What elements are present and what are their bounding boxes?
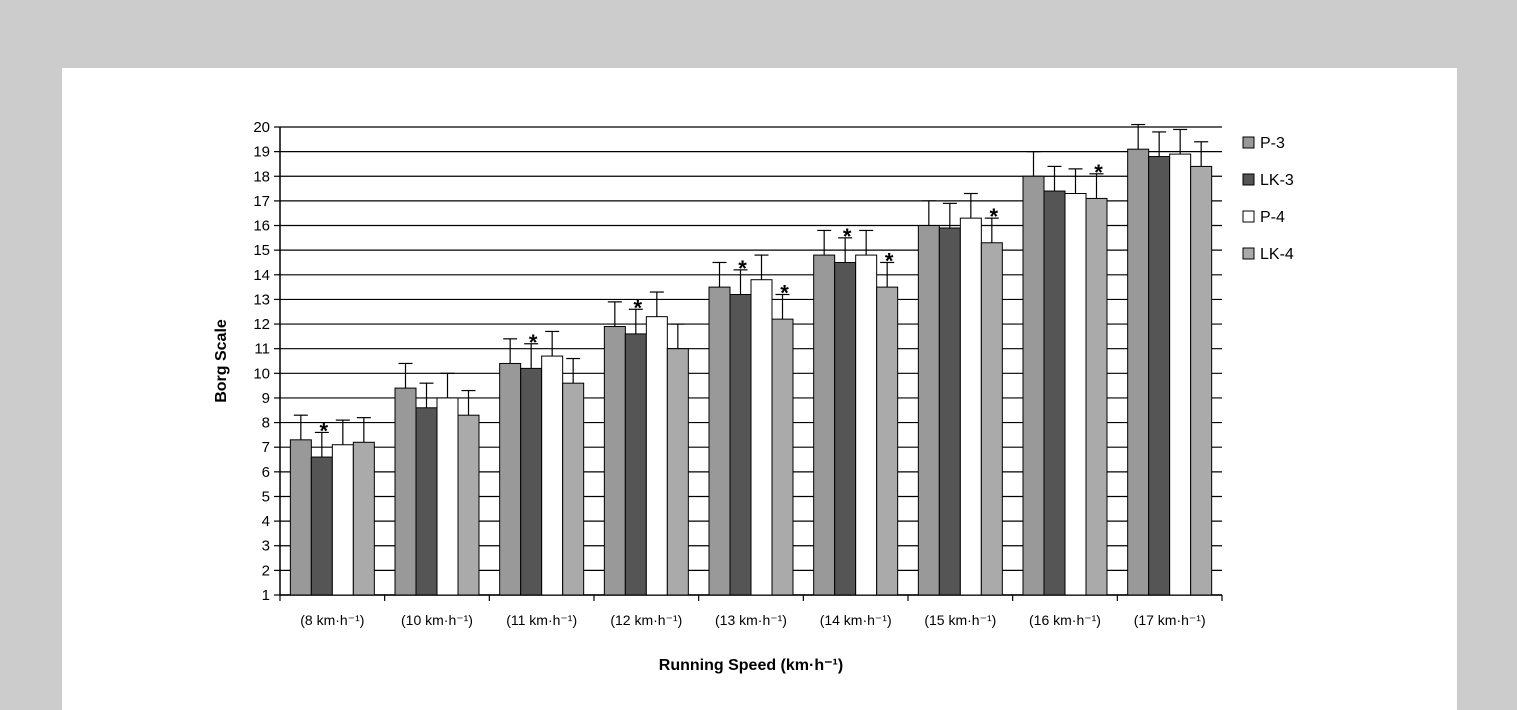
y-tick-label: 18 [253, 168, 270, 185]
bar-lk-3 [1148, 156, 1171, 596]
bar-lk-4 [876, 286, 899, 596]
bar-lk-4 [352, 441, 375, 596]
bar-p-4 [541, 355, 564, 596]
bar-p-3 [499, 362, 522, 596]
bar-lk-3 [415, 407, 438, 596]
y-tick-label: 14 [253, 267, 270, 284]
legend-label-p-3: P-3 [1260, 135, 1285, 152]
bar-p-4 [1064, 193, 1087, 596]
bar-p-3 [708, 286, 731, 596]
significance-marker: * [990, 204, 999, 229]
y-tick-label: 19 [253, 144, 270, 161]
significance-marker: * [843, 224, 852, 249]
y-tick-label: 4 [262, 513, 270, 530]
x-tick-label: (14 km·h⁻¹) [820, 612, 892, 628]
bar-lk-4 [1190, 165, 1213, 596]
bar-p-4 [436, 397, 459, 596]
x-tick-label: (10 km·h⁻¹) [401, 612, 473, 628]
x-tick-label: (8 km·h⁻¹) [300, 612, 364, 628]
bar-p-3 [394, 387, 417, 596]
bar-p-4 [750, 279, 773, 596]
significance-marker: * [738, 256, 747, 281]
y-tick-label: 5 [262, 488, 270, 505]
bar-lk-4 [666, 348, 689, 596]
bar-lk-3 [520, 367, 543, 596]
y-tick-label: 20 [253, 119, 270, 136]
y-tick-label: 6 [262, 464, 270, 481]
x-axis-title: Running Speed (km·h⁻¹) [659, 657, 843, 674]
legend-label-lk-3: LK-3 [1260, 172, 1294, 189]
bar-lk-3 [1043, 190, 1066, 596]
y-tick-label: 7 [262, 439, 270, 456]
bar-p-4 [959, 217, 982, 596]
bar-lk-3 [310, 456, 333, 596]
significance-marker: * [1094, 160, 1103, 185]
significance-marker: * [320, 418, 329, 443]
bar-lk-4 [562, 382, 585, 596]
bar-lk-4 [771, 318, 794, 596]
bar-lk-4 [980, 242, 1003, 596]
legend-swatch-lk-4 [1242, 247, 1255, 260]
significance-marker: * [634, 295, 643, 320]
bar-lk-3 [729, 293, 752, 596]
significance-marker: * [780, 280, 789, 305]
x-tick-label: (17 km·h⁻¹) [1134, 612, 1206, 628]
legend-label-p-4: P-4 [1260, 209, 1285, 226]
bar-lk-3 [624, 333, 647, 596]
x-tick-label: (11 km·h⁻¹) [506, 612, 577, 628]
x-tick-label: (12 km·h⁻¹) [610, 612, 682, 628]
bar-p-4 [645, 316, 668, 596]
y-tick-label: 13 [253, 291, 270, 308]
legend-swatch-p-3 [1242, 136, 1255, 149]
bar-p-3 [1127, 148, 1150, 596]
legend-swatch-p-4 [1242, 210, 1255, 223]
y-tick-label: 12 [253, 316, 270, 333]
legend-label-lk-4: LK-4 [1260, 246, 1294, 263]
bar-p-3 [1022, 175, 1045, 596]
bar-lk-4 [457, 414, 480, 596]
y-tick-label: 8 [262, 415, 270, 432]
bar-lk-3 [834, 261, 857, 596]
y-tick-label: 9 [262, 390, 270, 407]
chart-panel: 1 2 3 4 5 6 7 8 9 10 11 12 13 14 15 16 17 18 19 20 (8 km·h⁻¹… [62, 68, 1457, 710]
bar-lk-4 [1085, 197, 1108, 596]
x-tick-label: (15 km·h⁻¹) [924, 612, 996, 628]
x-tick-label: (13 km·h⁻¹) [715, 612, 787, 628]
y-tick-label: 16 [253, 218, 270, 235]
y-tick-label: 2 [262, 562, 270, 579]
y-tick-label: 1 [262, 587, 270, 604]
significance-marker: * [885, 248, 894, 273]
bar-lk-3 [938, 227, 961, 596]
bar-p-4 [1169, 153, 1192, 596]
legend-swatch-lk-3 [1242, 173, 1255, 186]
y-axis-title: Borg Scale [213, 319, 230, 403]
bar-p-3 [603, 326, 626, 596]
y-tick-label: 15 [253, 242, 270, 259]
bar-p-4 [331, 444, 354, 596]
bar-p-3 [289, 439, 312, 596]
y-tick-label: 3 [262, 538, 270, 555]
y-tick-label: 10 [253, 365, 270, 382]
bar-p-4 [855, 254, 878, 596]
bar-p-3 [917, 225, 940, 596]
significance-marker: * [529, 330, 538, 355]
x-tick-label: (16 km·h⁻¹) [1029, 612, 1101, 628]
y-tick-label: 17 [253, 193, 270, 210]
bar-p-3 [813, 254, 836, 596]
y-tick-label: 11 [254, 341, 270, 358]
